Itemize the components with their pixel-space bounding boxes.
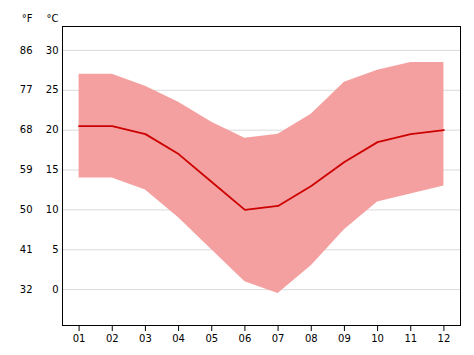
svg-text:5: 5 <box>52 244 58 255</box>
svg-text:68: 68 <box>20 124 33 135</box>
svg-text:05: 05 <box>205 333 218 344</box>
svg-text:10: 10 <box>371 333 384 344</box>
svg-text:0: 0 <box>52 284 58 295</box>
svg-text:03: 03 <box>139 333 152 344</box>
svg-text:10: 10 <box>46 204 59 215</box>
svg-text:°F: °F <box>22 13 33 24</box>
svg-text:77: 77 <box>20 84 33 95</box>
svg-text:02: 02 <box>106 333 119 344</box>
svg-text:08: 08 <box>305 333 318 344</box>
svg-text:32: 32 <box>20 284 33 295</box>
svg-text:50: 50 <box>20 204 33 215</box>
svg-text:59: 59 <box>20 164 33 175</box>
svg-text:09: 09 <box>338 333 351 344</box>
svg-text:°C: °C <box>47 13 59 24</box>
svg-text:25: 25 <box>46 84 59 95</box>
svg-text:41: 41 <box>20 244 33 255</box>
svg-text:07: 07 <box>272 333 285 344</box>
svg-text:12: 12 <box>438 333 451 344</box>
svg-text:04: 04 <box>172 333 185 344</box>
svg-text:20: 20 <box>46 124 59 135</box>
svg-text:86: 86 <box>20 45 33 56</box>
svg-text:06: 06 <box>239 333 252 344</box>
svg-text:30: 30 <box>46 45 59 56</box>
svg-text:11: 11 <box>404 333 417 344</box>
svg-text:01: 01 <box>73 333 86 344</box>
svg-text:15: 15 <box>46 164 59 175</box>
